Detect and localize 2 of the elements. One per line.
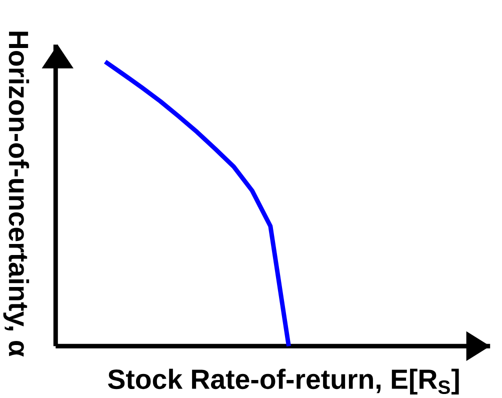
x-axis-title: Stock Rate-of-return, E[R$_{S}$] xyxy=(108,368,459,395)
y-axis-title: Horizon-of-uncertainty, α xyxy=(3,32,30,357)
